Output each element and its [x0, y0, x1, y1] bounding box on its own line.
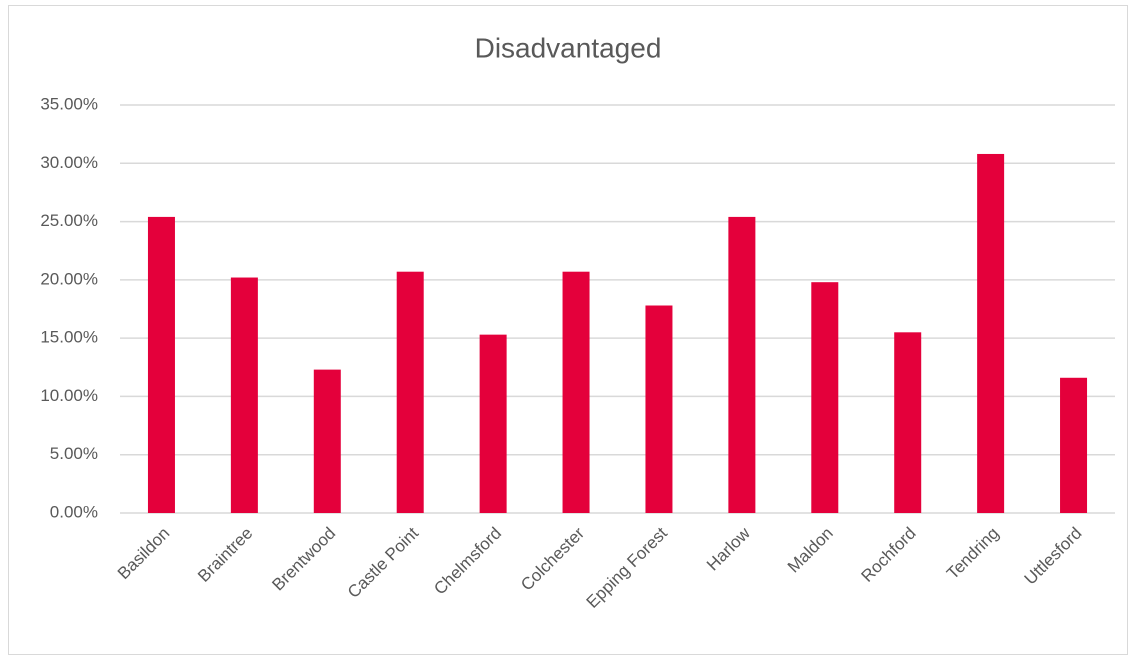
- bar: [479, 334, 507, 513]
- y-tick-label: 10.00%: [40, 386, 98, 405]
- y-tick-label: 20.00%: [40, 269, 98, 288]
- bar: [396, 271, 424, 513]
- bar: [811, 282, 839, 513]
- bar: [728, 216, 756, 513]
- bar: [894, 332, 922, 513]
- bar: [645, 305, 673, 513]
- bar: [562, 271, 590, 513]
- y-tick-label: 15.00%: [40, 328, 98, 347]
- y-tick-label: 5.00%: [50, 444, 98, 463]
- bar: [147, 216, 175, 513]
- bar: [230, 277, 258, 513]
- y-tick-label: 0.00%: [50, 502, 98, 521]
- y-tick-label: 30.00%: [40, 153, 98, 172]
- chart-title: Disadvantaged: [475, 32, 662, 63]
- y-tick-label: 35.00%: [40, 94, 98, 113]
- bar: [977, 153, 1005, 513]
- y-tick-label: 25.00%: [40, 211, 98, 230]
- bar: [1060, 377, 1088, 513]
- bar: [313, 369, 341, 513]
